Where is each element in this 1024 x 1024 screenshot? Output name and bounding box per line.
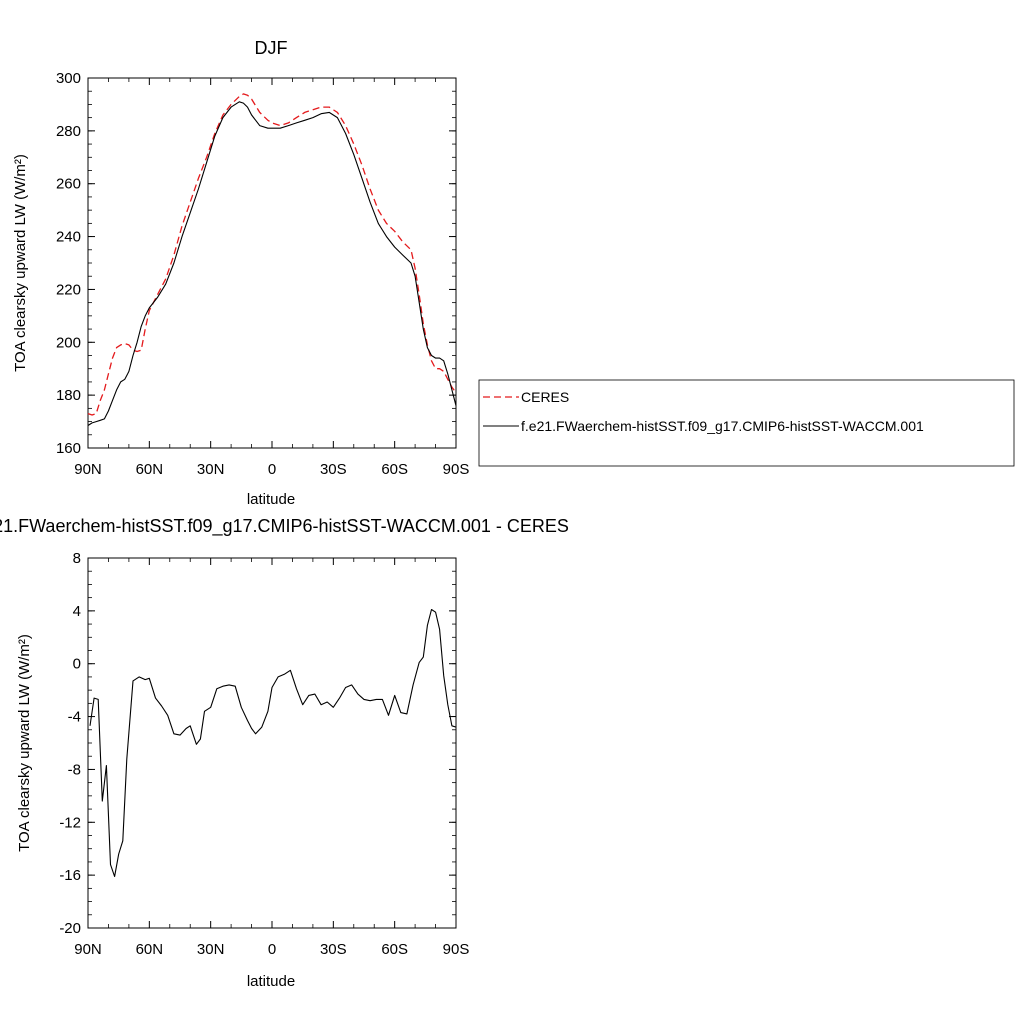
top-chart-ytick-label: 280 bbox=[56, 123, 81, 140]
top-chart: DJF 90N 60N 30N 0 30S 60S 90S 160 180 200 220 240 26… bbox=[12, 38, 469, 508]
top-chart-xtick-label: 60S bbox=[381, 461, 408, 478]
bottom-chart-ytick-label: -16 bbox=[59, 867, 81, 884]
top-chart-ytick-label: 260 bbox=[56, 176, 81, 193]
bottom-chart-ytick-label: 4 bbox=[73, 603, 81, 620]
bottom-chart-ytick-label: -20 bbox=[59, 920, 81, 937]
top-chart-ytick-label: 220 bbox=[56, 281, 81, 298]
bottom-chart-xtick-label: 60S bbox=[381, 941, 408, 958]
top-chart-frame bbox=[87, 77, 457, 449]
bottom-chart-ticks: 90N 60N 30N 0 30S 60S 90S -20 -16 -12 -8 -4 0 4 8 bbox=[59, 550, 469, 958]
top-chart-xtick-label: 30S bbox=[320, 461, 347, 478]
bottom-chart-xtick-label: 60N bbox=[136, 941, 164, 958]
bottom-chart-ytick-label: -12 bbox=[59, 814, 81, 831]
bottom-chart-series-line-difference bbox=[89, 608, 457, 878]
top-chart-ytick-label: 300 bbox=[56, 70, 81, 87]
top-chart-ytick-label: 240 bbox=[56, 229, 81, 246]
bottom-chart-ylabel: TOA clearsky upward LW (W/m²) bbox=[16, 634, 33, 852]
bottom-chart-ytick-label: -4 bbox=[68, 709, 81, 726]
legend-box bbox=[478, 379, 1015, 467]
legend-label-ceres: CERES bbox=[521, 389, 569, 405]
top-chart-title: DJF bbox=[255, 38, 288, 58]
bottom-chart-series bbox=[89, 608, 457, 878]
top-chart-xtick-label: 90S bbox=[443, 461, 470, 478]
top-chart-xtick-label: 0 bbox=[268, 461, 276, 478]
bottom-chart-ytick-label: 8 bbox=[73, 550, 81, 567]
bottom-chart-ytick-label: 0 bbox=[73, 656, 81, 673]
top-chart-series-line-model bbox=[87, 101, 457, 426]
bottom-chart-xtick-label: 90S bbox=[443, 941, 470, 958]
bottom-chart-frame bbox=[87, 557, 457, 929]
top-chart-xlabel: latitude bbox=[247, 491, 295, 508]
top-chart-ytick-label: 180 bbox=[56, 387, 81, 404]
legend: CERES f.e21.FWaerchem-histSST.f09_g17.CM… bbox=[478, 379, 1015, 467]
top-chart-xtick-label: 60N bbox=[136, 461, 164, 478]
top-chart-xtick-label: 30N bbox=[197, 461, 225, 478]
bottom-chart-xtick-label: 90N bbox=[74, 941, 102, 958]
top-chart-series-line-ceres bbox=[87, 93, 457, 416]
top-chart-xtick-label: 90N bbox=[74, 461, 102, 478]
top-chart-ylabel: TOA clearsky upward LW (W/m²) bbox=[12, 154, 29, 372]
top-chart-series bbox=[87, 93, 457, 426]
bottom-chart-ytick-label: -8 bbox=[68, 761, 81, 778]
bottom-chart-xtick-label: 30S bbox=[320, 941, 347, 958]
top-chart-ytick-label: 160 bbox=[56, 440, 81, 457]
top-chart-ticks: 90N 60N 30N 0 30S 60S 90S 160 180 200 220 240 260 280… bbox=[56, 70, 469, 478]
bottom-chart-xlabel: latitude bbox=[247, 973, 295, 990]
bottom-chart-title: f.e21.FWaerchem-histSST.f09_g17.CMIP6-hi… bbox=[0, 516, 569, 537]
legend-label-model: f.e21.FWaerchem-histSST.f09_g17.CMIP6-hi… bbox=[521, 418, 924, 434]
bottom-chart-xtick-label: 0 bbox=[268, 941, 276, 958]
top-chart-ytick-label: 200 bbox=[56, 334, 81, 351]
bottom-chart-xtick-label: 30N bbox=[197, 941, 225, 958]
bottom-chart: f.e21.FWaerchem-histSST.f09_g17.CMIP6-hi… bbox=[0, 516, 569, 990]
